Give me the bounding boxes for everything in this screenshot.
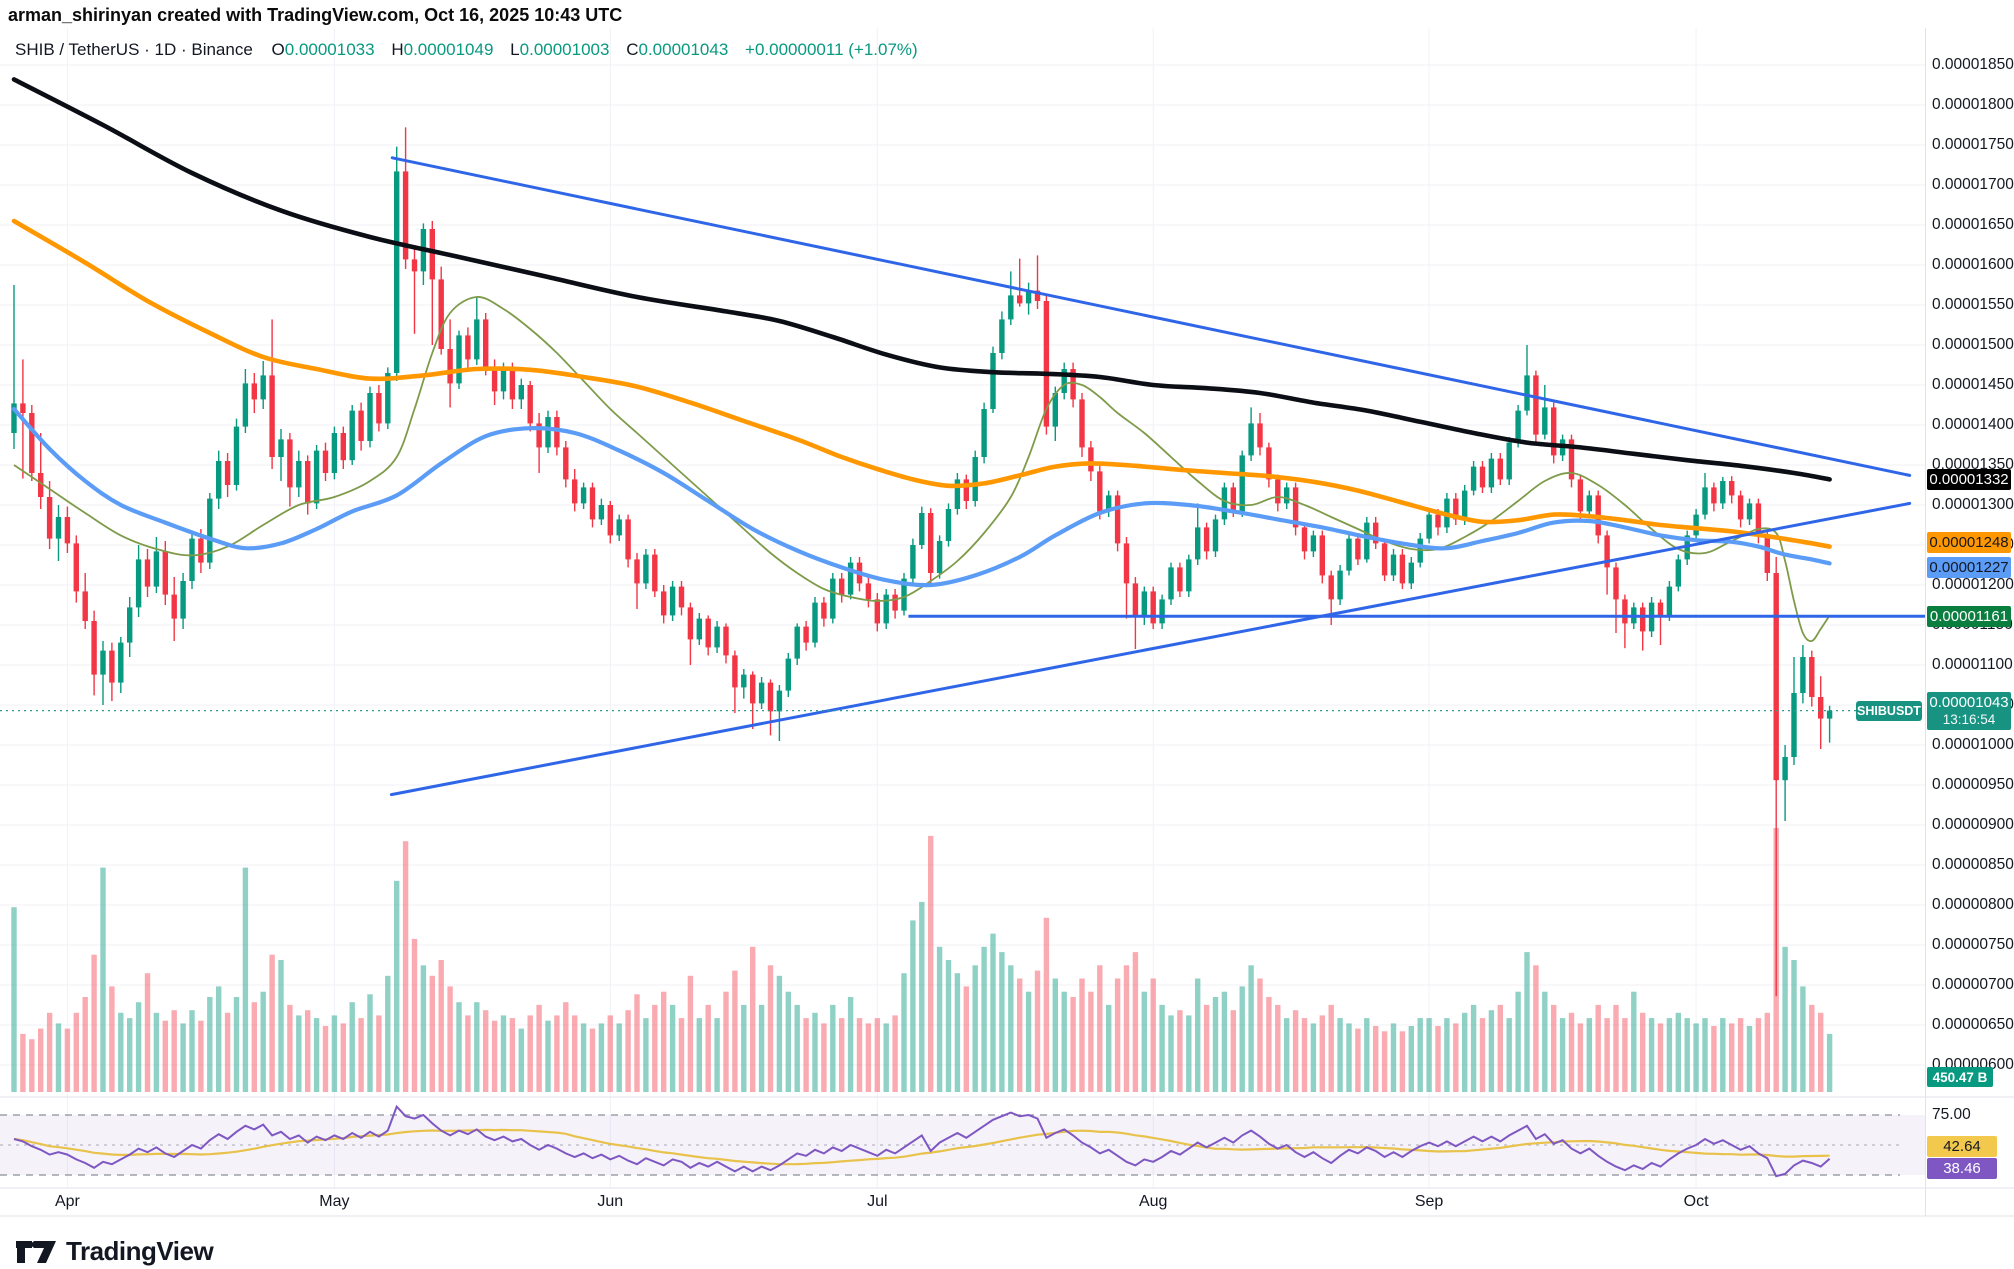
symbol-title: SHIB / TetherUS · 1D · Binance [15,40,253,59]
low-value: 0.00001003 [519,40,610,59]
ma-blue-line [11,406,1832,588]
tradingview-logo[interactable]: TradingView [15,1236,214,1267]
tradingview-wordmark: TradingView [66,1236,214,1266]
high-value: 0.00001049 [403,40,494,59]
close-value: 0.00001043 [638,40,729,59]
low-label: L [510,40,520,59]
symbol-info-row[interactable]: SHIB / TetherUS · 1D · Binance O0.000010… [15,40,918,60]
open-value: 0.00001033 [284,40,375,59]
high-label: H [391,40,404,59]
open-label: O [271,40,285,59]
change-value: +0.00000011 (+1.07%) [745,40,918,59]
ohlc-open: O0.00001033 [272,40,375,59]
rsi-line [13,1104,1831,1178]
descending-resistance-trendline [390,156,1912,477]
ohlc-low: L0.00001003 [510,40,609,59]
rsi-ma-line [13,1128,1830,1166]
ma-black-line [11,77,1832,482]
attribution-text: arman_shirinyan created with TradingView… [8,5,623,25]
close-label: C [626,40,639,59]
ohlc-close: C0.00001043 [626,40,728,59]
tradingview-logo-mark [16,1240,56,1263]
candlestick-series [11,127,1833,997]
ma-olive-line [13,296,1831,643]
ma-orange-line [11,218,1832,549]
ascending-support-trendline [389,501,1912,797]
rsi-lower-band-label: 25.00 [1932,1166,1971,1183]
volume-series [11,828,1833,1092]
rsi-upper-band-label: 75.00 [1932,1106,1971,1123]
ohlc-high: H0.00001049 [391,40,493,59]
